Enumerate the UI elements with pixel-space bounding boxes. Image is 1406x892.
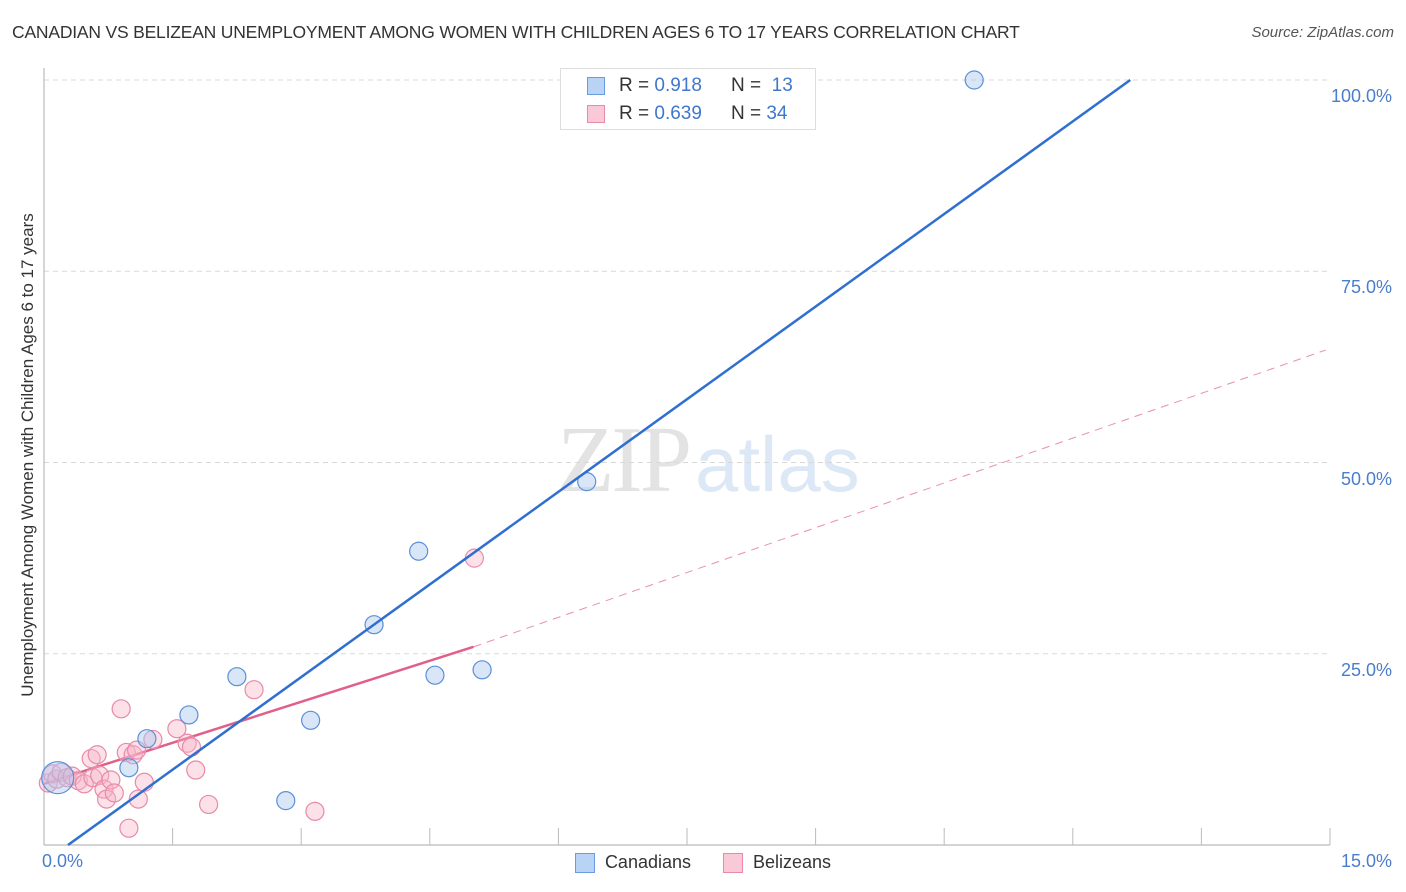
canadian-points	[41, 70, 984, 811]
canadians-swatch-icon	[574, 852, 595, 873]
y-tick-100: 100.0%	[1330, 86, 1392, 106]
belizean-point[interactable]	[143, 729, 163, 750]
watermark-zip: ZIP	[557, 408, 692, 512]
y-axis-label: Unemployment Among Women with Children A…	[18, 213, 37, 697]
canadian-point[interactable]	[409, 541, 429, 561]
chart-title: CANADIAN VS BELIZEAN UNEMPLOYMENT AMONG …	[12, 22, 1020, 42]
belizean-point[interactable]	[186, 760, 206, 780]
legend-label-canadians: Canadians	[604, 852, 691, 872]
belizean-points	[38, 548, 484, 838]
canadian-point[interactable]	[119, 758, 139, 778]
canadians-swatch-icon	[587, 77, 605, 95]
belizean-point[interactable]	[128, 789, 148, 809]
r-value: 0.918	[654, 75, 702, 96]
series-legend: Canadians Belizeans	[0, 852, 1406, 873]
n-value: 34	[766, 103, 788, 124]
belizean-trend-extension	[473, 349, 1326, 648]
belizean-point[interactable]	[167, 719, 187, 739]
canadian-point[interactable]	[472, 660, 492, 680]
belizean-point[interactable]	[199, 794, 219, 815]
belizean-point[interactable]	[51, 762, 71, 782]
y-tick-25: 25.0%	[1340, 660, 1392, 680]
belizean-point[interactable]	[104, 783, 124, 803]
legend-row-belizeans: R = 0.639 N = 34	[587, 101, 787, 127]
canadian-trendline	[67, 78, 1131, 847]
belizean-point[interactable]	[111, 699, 131, 719]
belizean-trend-line	[43, 645, 474, 785]
correlation-legend: R = 0.918 N = 13 R = 0.639 N = 34	[560, 68, 816, 130]
belizean-point[interactable]	[96, 789, 117, 809]
canadian-point[interactable]	[276, 791, 296, 811]
canadian-point[interactable]	[41, 761, 75, 795]
watermark-atlas: atlas	[695, 420, 860, 508]
belizeans-swatch-icon	[723, 852, 743, 873]
legend-label-belizeans: Belizeans	[753, 852, 832, 872]
belizeans-swatch-icon	[587, 105, 605, 123]
r-value: 0.639	[654, 103, 702, 124]
canadian-point[interactable]	[227, 667, 247, 687]
n-value: 13	[771, 75, 793, 96]
x-tick-max: 15.0%	[1340, 851, 1392, 871]
canadian-point[interactable]	[137, 729, 157, 749]
x-axis	[43, 68, 1331, 846]
canadian-point[interactable]	[301, 710, 321, 730]
gridlines	[44, 79, 1330, 655]
belizean-point[interactable]	[87, 745, 107, 765]
belizean-point[interactable]	[119, 818, 139, 838]
y-tick-50: 50.0%	[1340, 469, 1392, 489]
source-label: Source: ZipAtlas.com	[1251, 24, 1394, 41]
canadian-point[interactable]	[179, 705, 199, 725]
n-label: N =	[730, 75, 762, 96]
canadian-trend-line	[67, 78, 1131, 847]
belizean-point[interactable]	[181, 737, 202, 757]
legend-row-canadians: R = 0.918 N = 13	[587, 73, 793, 99]
r-label: R =	[619, 103, 650, 124]
r-label: R =	[619, 75, 650, 96]
belizean-point[interactable]	[305, 801, 325, 821]
zipatlas-watermark: ZIPatlas	[557, 405, 860, 514]
belizean-point[interactable]	[244, 680, 264, 700]
legend-item-belizeans[interactable]: Belizeans	[723, 852, 831, 873]
legend-item-canadians[interactable]: Canadians	[574, 852, 691, 873]
canadian-point[interactable]	[964, 70, 984, 90]
n-label: N =	[730, 103, 762, 124]
belizean-trendline	[43, 349, 1326, 785]
canadian-point[interactable]	[425, 665, 445, 685]
x-tick-min: 0.0%	[42, 851, 84, 871]
y-tick-75: 75.0%	[1340, 277, 1392, 297]
